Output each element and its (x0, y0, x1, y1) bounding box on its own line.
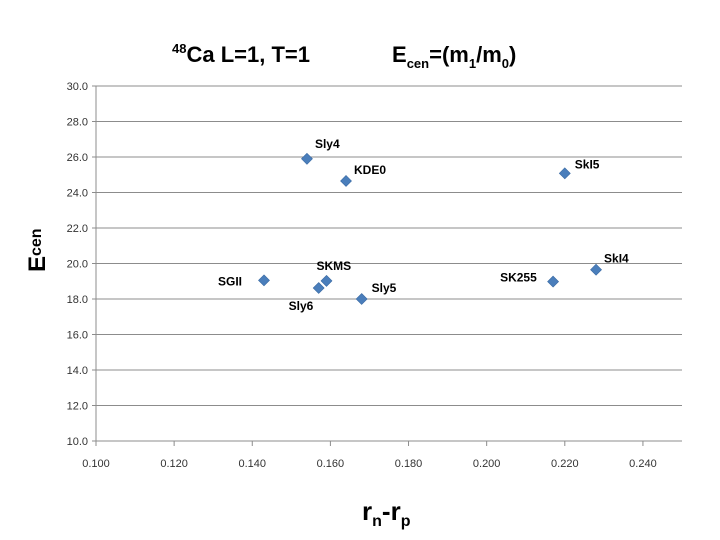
title-formula-sub: cen (407, 56, 429, 71)
data-point (355, 293, 368, 305)
x-tick-label: 0.180 (395, 458, 423, 470)
y-tick-label: 18.0 (67, 294, 88, 306)
y-tick-label: 28.0 (67, 117, 88, 129)
axis-layer: 10.0 12.0 14.0 16.0 18.0 20.0 22.0 24.0 26.0 28.0… (67, 81, 657, 470)
y-tick-label: 30.0 (67, 81, 88, 93)
y-tick-label: 22.0 (67, 223, 88, 235)
x-tick-label: 0.120 (160, 458, 188, 470)
point-label: SkI5 (575, 157, 600, 171)
chart-title-right: Ecen=(m1/m0) (392, 42, 516, 71)
chart-title-left: 48Ca L=1, T=1 (172, 41, 310, 67)
point-label: Sly4 (315, 137, 340, 151)
x-tick-label: 0.100 (82, 458, 110, 470)
y-tick-label: 10.0 (67, 436, 88, 448)
data-point (320, 274, 333, 287)
y-axis-title-sub: cen (28, 228, 45, 256)
point-label: KDE0 (354, 163, 386, 177)
point-layer (258, 152, 602, 305)
x-tick-label: 0.140 (239, 458, 267, 470)
data-point (590, 263, 602, 276)
title-formula-m0-sub: 0 (502, 56, 509, 71)
point-label: SGII (218, 274, 242, 288)
point-label: Sly5 (372, 281, 397, 295)
title-formula-slash: /m (476, 42, 502, 67)
point-label: SKMS (316, 259, 351, 273)
label-layer: SGII Sly6 SKMS Sly5 Sly4 KDE0 SkI5 SK255 SkI4 (218, 137, 629, 313)
data-point (340, 175, 352, 187)
title-formula-prefix: E (392, 42, 407, 67)
y-tick-label: 12.0 (67, 401, 88, 413)
y-tick-label: 26.0 (67, 152, 88, 164)
title-isotope: Ca L=1, T=1 (186, 42, 310, 67)
title-formula-eq: =(m (429, 42, 469, 67)
data-point (547, 275, 560, 288)
point-label: SkI4 (604, 252, 629, 266)
data-point (558, 167, 571, 180)
title-formula-m1-sub: 1 (469, 56, 476, 71)
title-isotope-mass: 48 (172, 41, 186, 56)
y-axis-title: Ecen (24, 228, 51, 272)
point-label: Sly6 (289, 299, 314, 313)
y-tick-label: 20.0 (67, 259, 88, 271)
title-formula-close: ) (509, 42, 516, 67)
x-axis-title-sub1: n (372, 513, 382, 530)
x-tick-label: 0.240 (629, 458, 657, 470)
x-tick-label: 0.160 (317, 458, 345, 470)
grid-layer (96, 85, 682, 442)
x-axis-title: rn-rp (362, 496, 411, 530)
y-axis-title-main: E (24, 256, 51, 272)
y-tick-label: 16.0 (67, 330, 88, 342)
data-point (312, 282, 325, 294)
data-point (258, 274, 270, 287)
x-tick-label: 0.200 (473, 458, 501, 470)
point-label: SK255 (500, 271, 537, 285)
y-tick-label: 24.0 (67, 188, 88, 200)
data-point (301, 152, 313, 165)
x-axis-title-main: r (362, 496, 372, 526)
y-tick-label: 14.0 (67, 365, 88, 377)
x-axis-title-mid: -r (382, 496, 401, 526)
x-tick-label: 0.220 (551, 458, 579, 470)
x-axis-title-sub2: p (401, 513, 411, 530)
